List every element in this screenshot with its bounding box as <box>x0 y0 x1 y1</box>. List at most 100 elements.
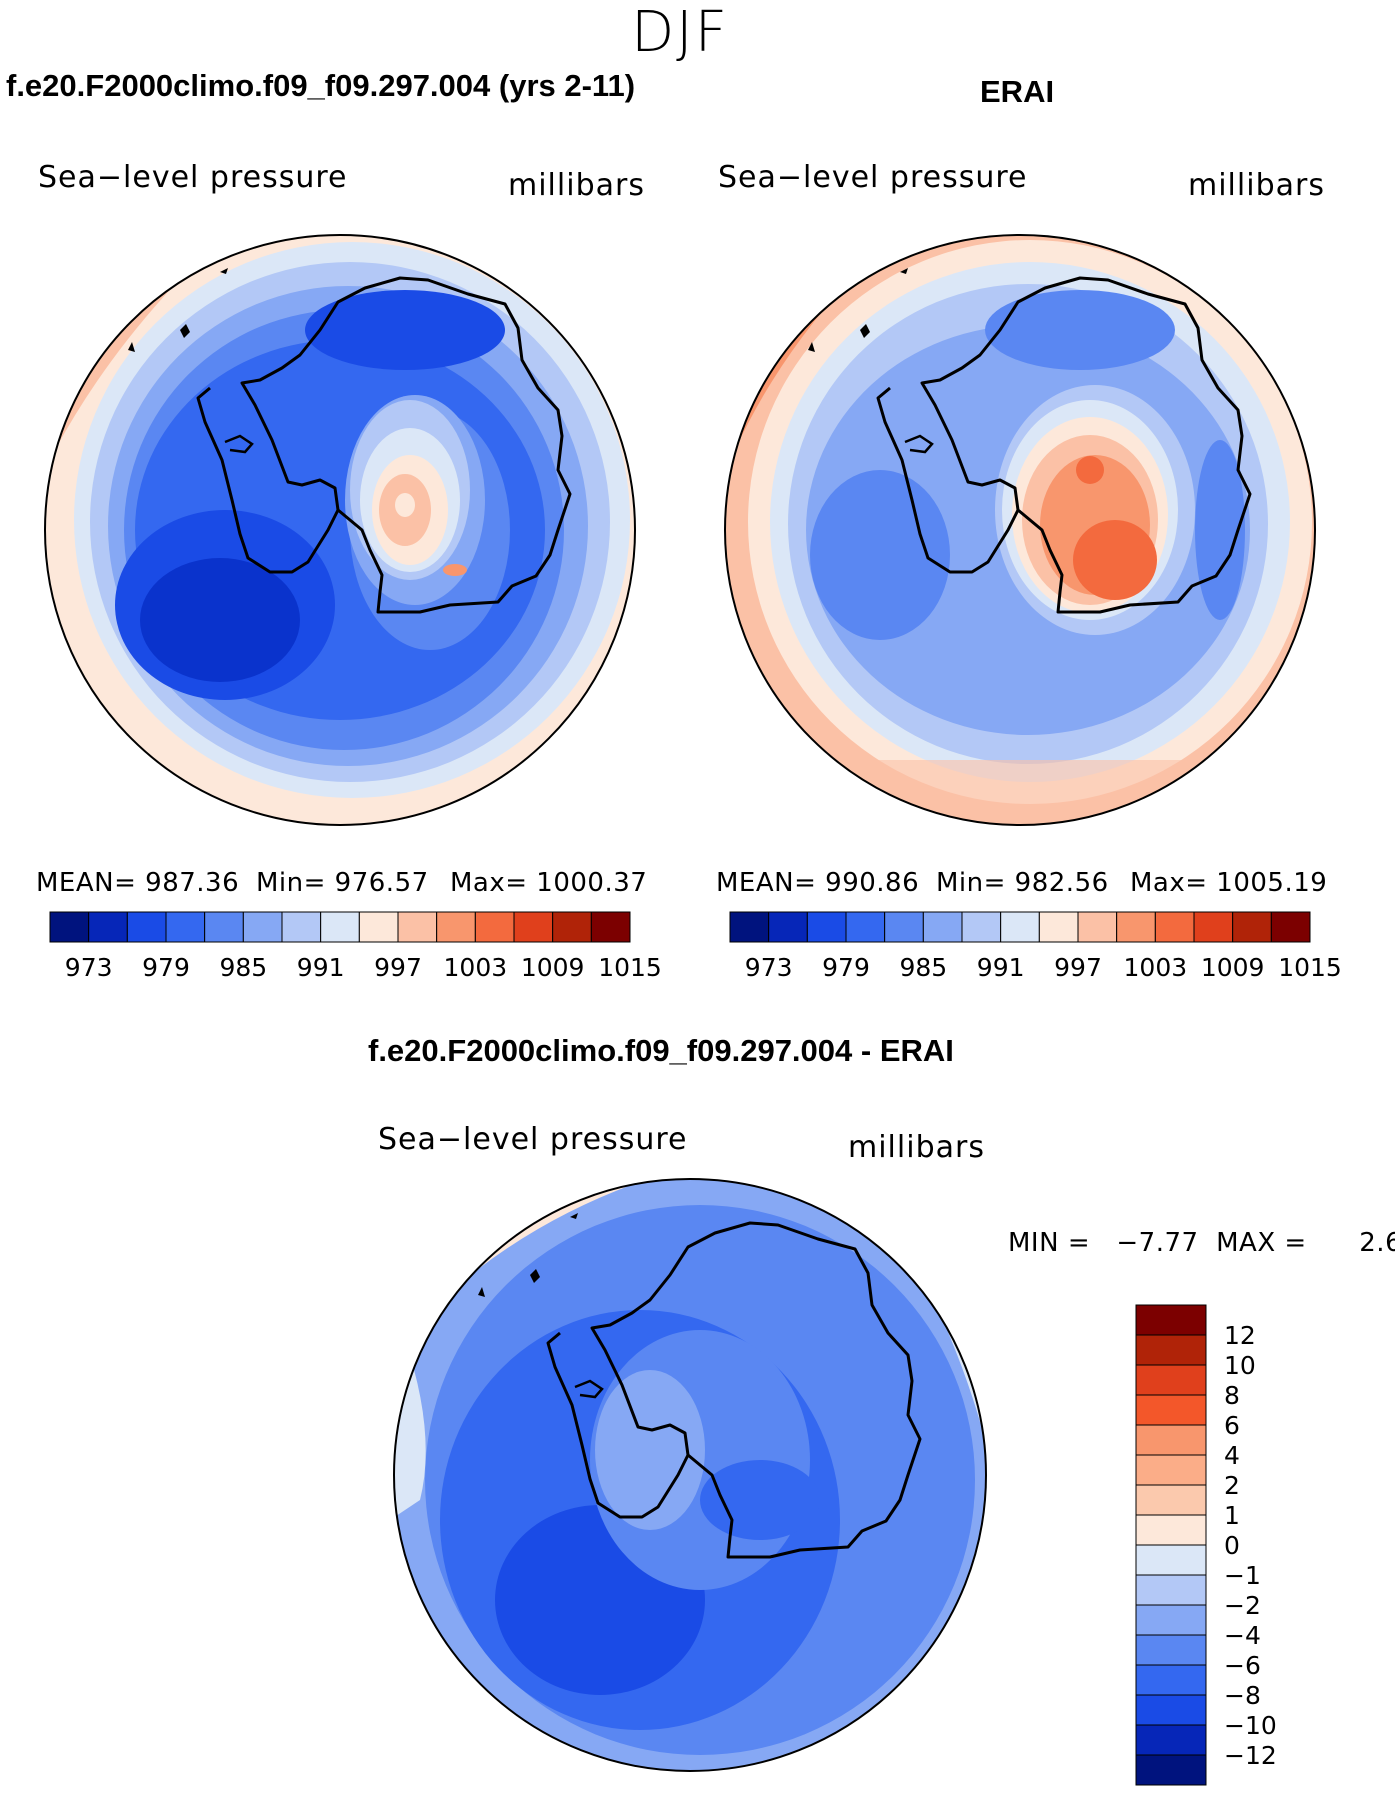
colorbar-tick-label: −4 <box>1224 1621 1261 1650</box>
colorbar-swatch <box>1135 1634 1207 1666</box>
colorbar-swatch <box>1135 1664 1207 1696</box>
panel-1-variable: Sea−level pressure <box>38 160 348 195</box>
colorbar-tick-label: 1009 <box>1201 953 1265 982</box>
panel-2-title: ERAI <box>980 74 1055 109</box>
colorbar-swatch <box>1116 911 1156 943</box>
panel-1-mean: MEAN= 987.36 <box>36 868 240 898</box>
panel-2-max: Max= 1005.19 <box>1130 868 1328 898</box>
colorbar-tick-label: −6 <box>1224 1651 1261 1680</box>
colorbar-tick-label: 1 <box>1224 1501 1240 1530</box>
colorbar-panel-2: 973 979 985 991 997 1003 1009 1015 <box>729 911 1342 982</box>
colorbar-swatch <box>1154 911 1195 943</box>
panel-2-units: millibars <box>1188 168 1325 203</box>
colorbar-swatch <box>242 911 283 943</box>
figure-title: DJF <box>631 0 729 65</box>
colorbar-swatch <box>126 911 167 943</box>
colorbar-tick-label: 6 <box>1224 1411 1240 1440</box>
colorbar-swatch <box>961 911 1002 943</box>
colorbar-swatch <box>1270 911 1311 943</box>
colorbar-swatch <box>768 911 808 943</box>
colorbar-tick-label: −2 <box>1224 1591 1261 1620</box>
colorbar-tick-label: −1 <box>1224 1561 1261 1590</box>
colorbar-tick-label: 12 <box>1224 1321 1256 1350</box>
colorbar-swatch <box>1135 1424 1207 1456</box>
colorbar-swatch <box>1135 1574 1207 1606</box>
colorbar-swatch <box>806 911 847 943</box>
colorbar-tick-label: 1015 <box>598 953 662 982</box>
colorbar-tick-label: 10 <box>1224 1351 1256 1380</box>
colorbar-swatch <box>729 911 770 943</box>
colorbar-swatch <box>1135 1754 1207 1786</box>
map-panel-3 <box>393 1178 987 1772</box>
colorbar-swatch <box>358 911 399 943</box>
colorbar-swatch <box>474 911 515 943</box>
colorbar-swatch <box>513 911 554 943</box>
colorbar-swatch <box>1135 1334 1207 1366</box>
colorbar-swatch <box>922 911 963 943</box>
colorbar-tick-label: −10 <box>1224 1711 1277 1740</box>
colorbar-swatch <box>1135 1514 1207 1546</box>
colorbar-swatch <box>1232 911 1272 943</box>
map-panel-2 <box>724 234 1316 826</box>
colorbar-swatch <box>1135 1364 1207 1396</box>
colorbar-tick-label: 979 <box>142 953 190 982</box>
colorbar-tick-label: 991 <box>977 953 1025 982</box>
colorbar-swatch <box>884 911 924 943</box>
panel-2-mean: MEAN= 990.86 <box>716 868 920 898</box>
panel-2-min: Min= 982.56 <box>936 868 1109 898</box>
colorbar-swatch <box>1135 1544 1207 1576</box>
colorbar-tick-label: 1003 <box>444 953 508 982</box>
colorbar-swatch <box>204 911 244 943</box>
colorbar-tick-label: −8 <box>1224 1681 1261 1710</box>
colorbar-swatch <box>1135 1304 1207 1336</box>
colorbar-swatch <box>590 911 631 943</box>
colorbar-tick-label: 1003 <box>1124 953 1188 982</box>
colorbar-swatch <box>49 911 90 943</box>
panel-3-variable: Sea−level pressure <box>378 1122 688 1157</box>
colorbar-swatch <box>1135 1394 1207 1426</box>
colorbar-swatch <box>165 911 206 943</box>
colorbar-tick-label: 997 <box>374 953 422 982</box>
colorbar-swatch <box>320 911 360 943</box>
panel-2-variable: Sea−level pressure <box>718 160 1028 195</box>
colorbar-swatch <box>1135 1694 1207 1726</box>
panel-3-title: f.e20.F2000climo.f09_f09.297.004 - ERAI <box>368 1033 954 1068</box>
colorbar-tick-label: 4 <box>1224 1441 1240 1470</box>
colorbar-tick-label: 8 <box>1224 1381 1240 1410</box>
colorbar-swatch <box>845 911 886 943</box>
colorbar-swatch <box>397 911 438 943</box>
colorbar-swatch <box>1000 911 1040 943</box>
map-panel-1 <box>44 234 636 826</box>
colorbar-swatch <box>552 911 592 943</box>
colorbar-tick-label: 0 <box>1224 1531 1240 1560</box>
panel-1-max: Max= 1000.37 <box>450 868 648 898</box>
colorbar-swatch <box>1135 1454 1207 1486</box>
colorbar-tick-label: 985 <box>899 953 947 982</box>
colorbar-swatch <box>436 911 476 943</box>
colorbar-swatch <box>281 911 322 943</box>
panel-1-min: Min= 976.57 <box>256 868 429 898</box>
panel-3-units: millibars <box>848 1130 985 1165</box>
colorbar-tick-label: 985 <box>219 953 267 982</box>
colorbar-swatch <box>88 911 128 943</box>
colorbar-swatch <box>1193 911 1234 943</box>
colorbar-panel-1: 973 979 985 991 997 1003 1009 1015 <box>49 911 662 982</box>
colorbar-tick-label: 1009 <box>521 953 585 982</box>
colorbar-swatch <box>1038 911 1079 943</box>
panel-1-units: millibars <box>508 168 645 203</box>
colorbar-swatch <box>1077 911 1118 943</box>
colorbar-tick-label: 973 <box>745 953 793 982</box>
colorbar-tick-label: 973 <box>65 953 113 982</box>
panel-3-minmax: MIN = −7.77 MAX = 2.65 <box>1008 1228 1395 1258</box>
colorbar-tick-label: 1015 <box>1278 953 1342 982</box>
colorbar-tick-label: 991 <box>297 953 345 982</box>
panel-1-title: f.e20.F2000climo.f09_f09.297.004 (yrs 2-… <box>6 68 636 103</box>
colorbar-swatch <box>1135 1484 1207 1516</box>
colorbar-tick-label: 997 <box>1054 953 1102 982</box>
colorbar-tick-label: 979 <box>822 953 870 982</box>
colorbar-tick-label: 2 <box>1224 1471 1240 1500</box>
colorbar-tick-label: −12 <box>1224 1741 1277 1770</box>
colorbar-swatch <box>1135 1724 1207 1756</box>
